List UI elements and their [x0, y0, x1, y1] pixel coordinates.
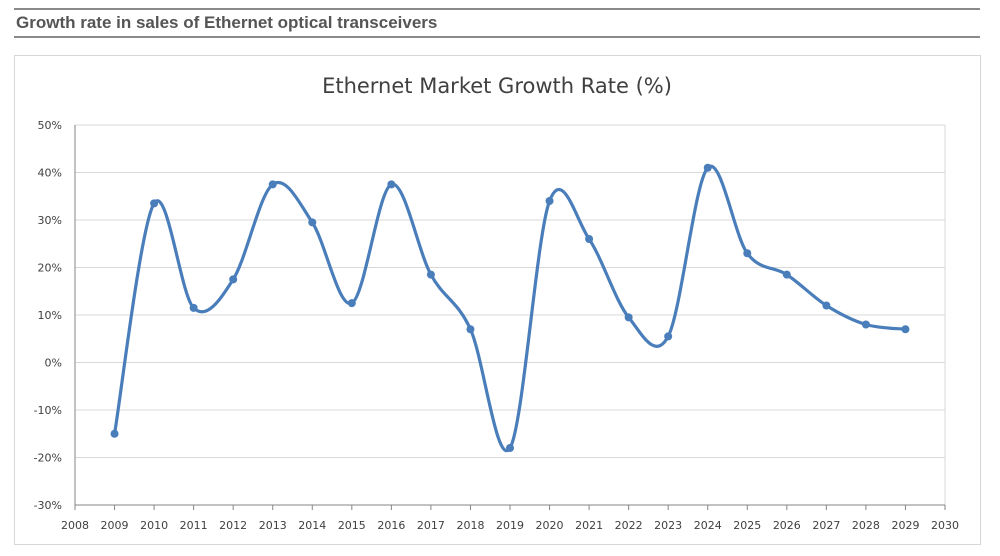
x-tick-label: 2023 — [654, 519, 682, 532]
data-point — [347, 299, 356, 308]
data-point — [545, 197, 554, 205]
data-point — [466, 325, 475, 334]
x-tick-label: 2008 — [61, 519, 89, 532]
data-point — [229, 275, 238, 284]
x-tick-label: 2017 — [417, 519, 445, 532]
y-tick-label: 40% — [38, 167, 62, 180]
data-point — [506, 444, 514, 452]
data-point — [387, 180, 396, 189]
axes — [74, 125, 946, 510]
y-tick-labels: 50% 40% 30% 20% 10% 0% -10% -20% -30% — [34, 119, 62, 512]
y-tick-label: -20% — [34, 452, 62, 465]
x-tick-label: 2019 — [496, 519, 524, 532]
x-tick-label: 2011 — [180, 519, 208, 532]
data-point — [743, 249, 752, 258]
x-tick-labels: 2008 2009 2010 2011 2012 2013 2014 2015 2016 2017… — [61, 519, 959, 532]
series-line — [112, 164, 908, 453]
data-point — [664, 332, 673, 341]
data-point — [901, 325, 910, 334]
x-tick-label: 2014 — [298, 519, 326, 532]
y-tick-label: -10% — [34, 404, 62, 417]
x-tick-label: 2010 — [140, 519, 168, 532]
x-tick-label: 2016 — [377, 519, 405, 532]
data-point — [426, 270, 435, 279]
y-tick-label: 0% — [45, 357, 62, 370]
y-tick-label: 50% — [38, 119, 62, 132]
x-tick-label: 2020 — [536, 519, 564, 532]
data-point — [189, 303, 198, 312]
data-point — [624, 313, 633, 322]
data-point — [308, 218, 317, 227]
data-markers — [110, 163, 910, 452]
y-tick-label: 30% — [38, 214, 62, 227]
data-point — [150, 199, 159, 208]
chart-title: Ethernet Market Growth Rate (%) — [322, 74, 672, 98]
data-point — [782, 270, 791, 279]
x-tick-label: 2029 — [891, 519, 919, 532]
data-point — [861, 320, 870, 329]
x-tick-label: 2030 — [931, 519, 959, 532]
x-tick-label: 2022 — [615, 519, 643, 532]
data-point — [268, 180, 277, 189]
y-tick-label: 10% — [38, 309, 62, 322]
y-tick-label: 20% — [38, 262, 62, 275]
data-point — [585, 235, 594, 243]
page-title: Growth rate in sales of Ethernet optical… — [16, 13, 438, 32]
x-tick-label: 2012 — [219, 519, 247, 532]
x-tick-label: 2018 — [456, 519, 484, 532]
grid-lines — [75, 124, 945, 506]
x-tick-label: 2028 — [852, 519, 880, 532]
x-tick-label: 2026 — [773, 519, 801, 532]
x-tick-label: 2015 — [338, 519, 366, 532]
data-point — [822, 301, 831, 310]
x-tick-label: 2025 — [733, 519, 761, 532]
page-header: Growth rate in sales of Ethernet optical… — [14, 8, 980, 38]
x-tick-label: 2009 — [101, 519, 129, 532]
y-tick-label: -30% — [34, 499, 62, 512]
x-tick-label: 2027 — [812, 519, 840, 532]
x-tick-label: 2013 — [259, 519, 287, 532]
x-tick-label: 2021 — [575, 519, 603, 532]
data-point — [703, 163, 712, 172]
x-tick-label: 2024 — [694, 519, 722, 532]
data-point — [110, 429, 119, 438]
